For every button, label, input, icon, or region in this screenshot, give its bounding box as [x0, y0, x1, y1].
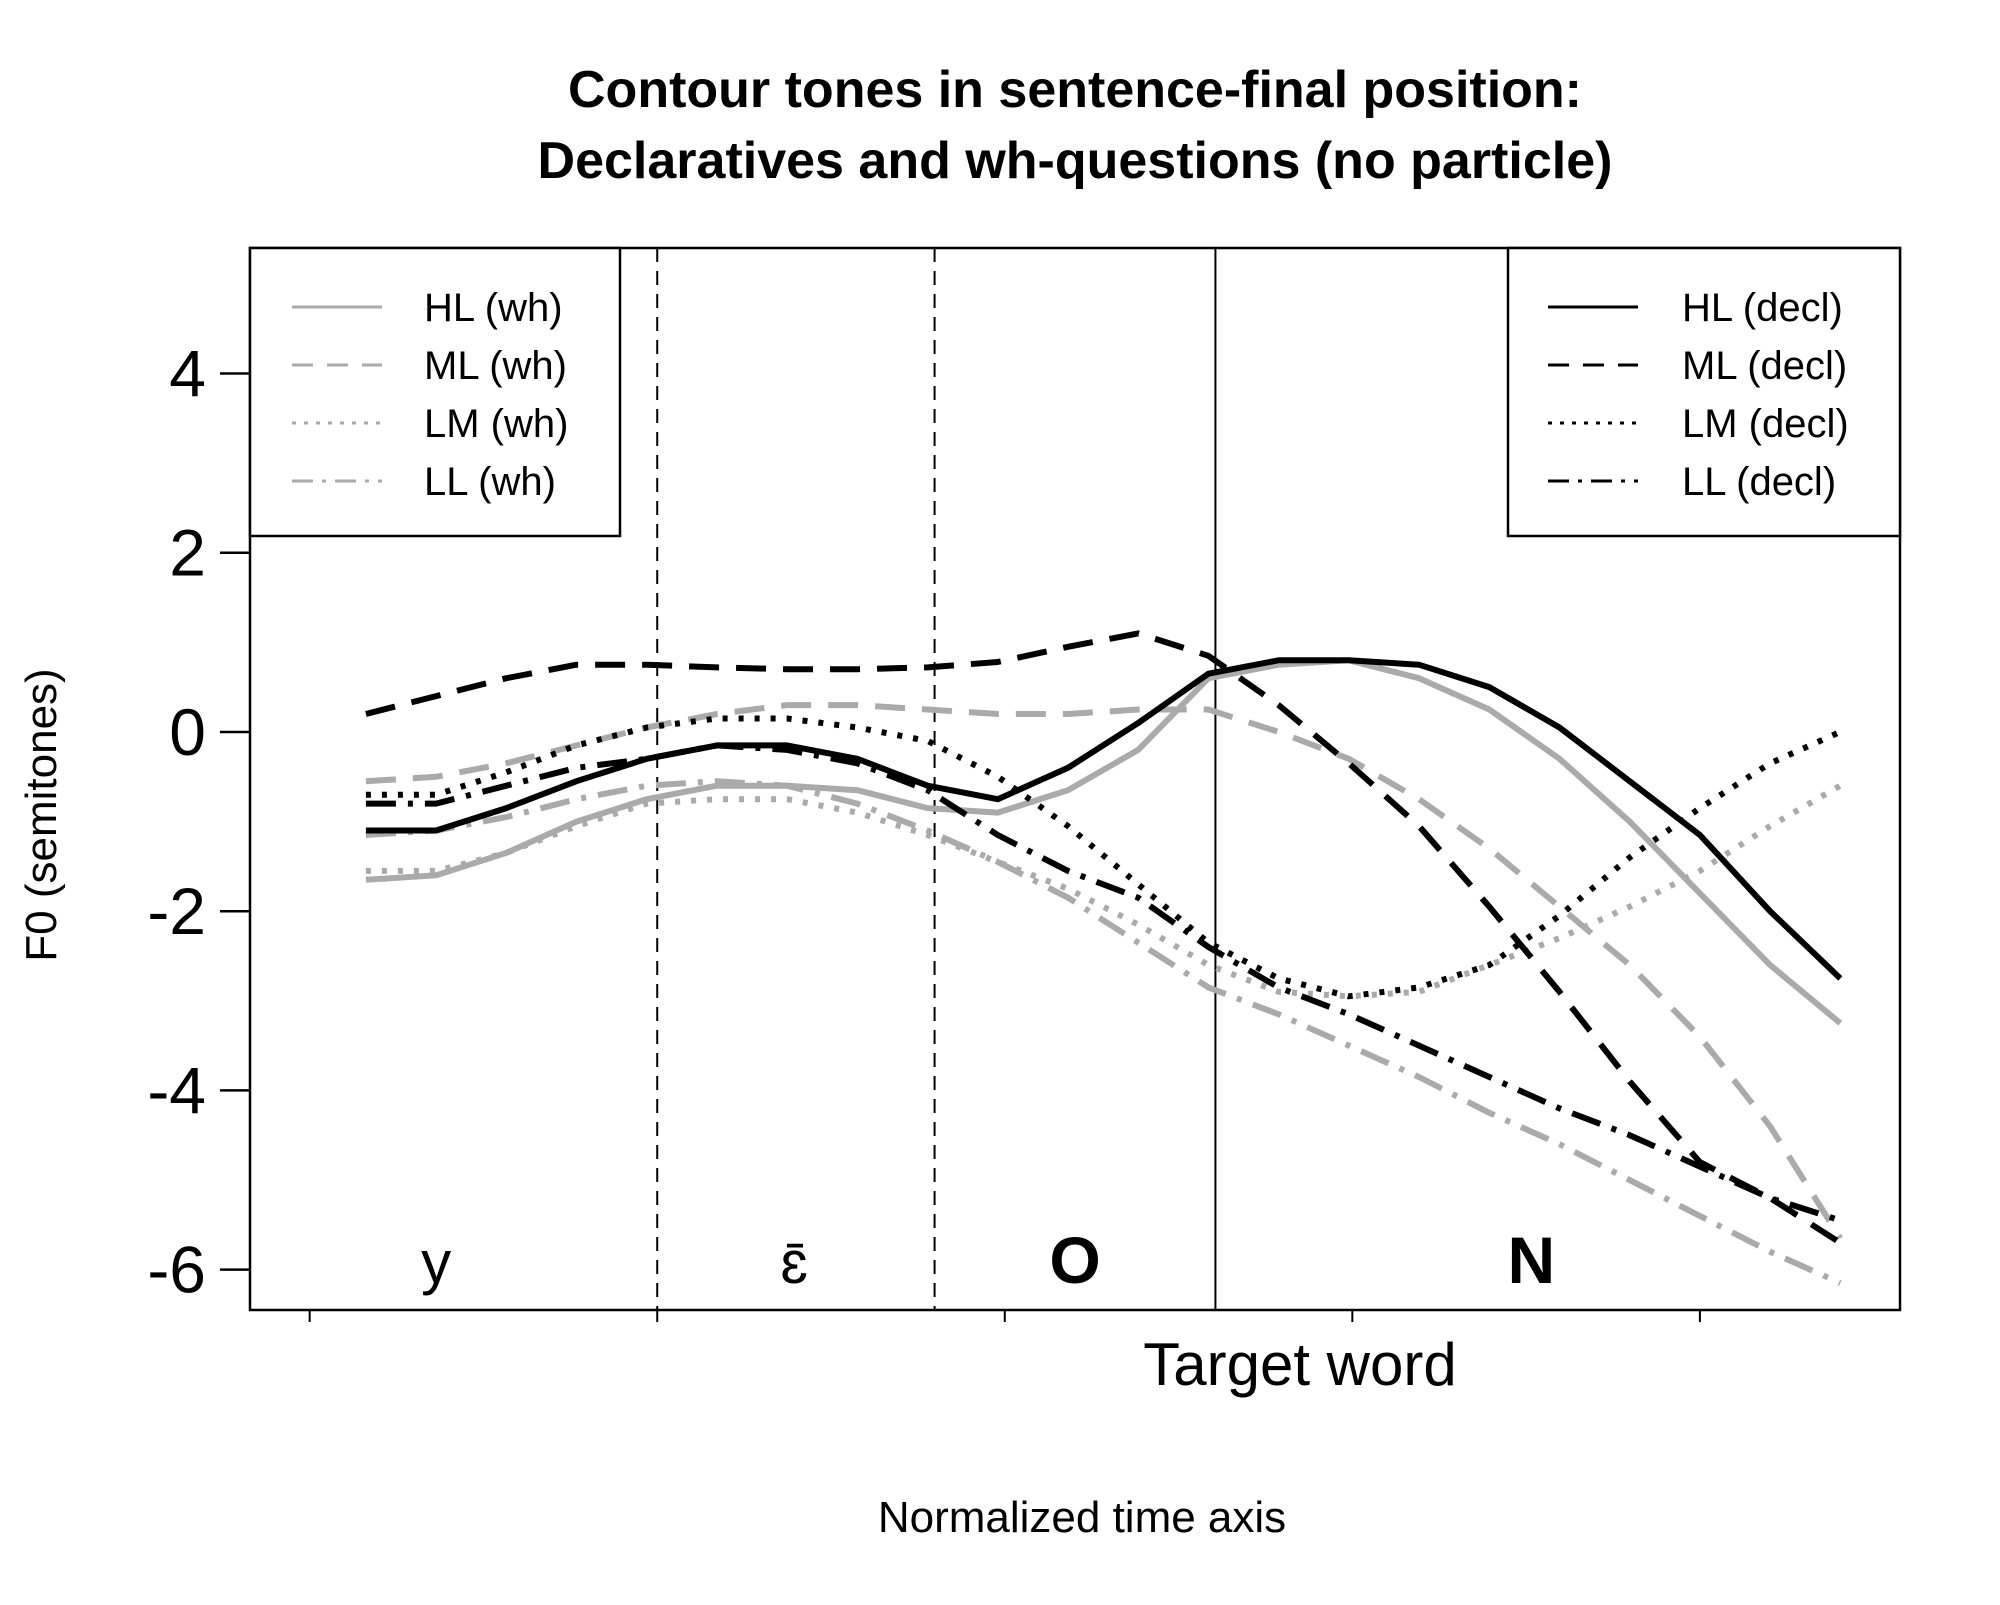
y-axis-label: F0 (semitones): [17, 668, 66, 961]
y-tick-label: -6: [147, 1233, 206, 1307]
segment-label: ɛ̄: [780, 1229, 808, 1296]
legend-label: HL (wh): [424, 286, 563, 330]
y-tick-label: 4: [169, 336, 206, 410]
legend-label: LM (decl): [1682, 402, 1849, 446]
segment-label: N: [1508, 1223, 1556, 1297]
series-line: [365, 657, 1843, 981]
series-line: [365, 702, 1843, 1240]
legend-label: LL (decl): [1682, 460, 1836, 504]
y-tick-label: -2: [147, 874, 206, 948]
target-word-label: Target word: [1143, 1331, 1456, 1398]
y-tick-label: -4: [147, 1053, 206, 1127]
plot-area: -6 -4 -2 0 2 4 y ɛ̄ O N HL (wh) ML (wh) LM (wh) LL (w…: [147, 246, 1902, 1322]
y-tick-label: 2: [169, 516, 206, 590]
series-line: [365, 715, 1842, 1000]
segment-label: O: [1049, 1223, 1100, 1297]
chart-subtitle: Declaratives and wh-questions (no partic…: [538, 132, 1613, 190]
chart-title: Contour tones in sentence-final position…: [568, 61, 1582, 119]
series-line: [365, 742, 1842, 1224]
legend-label: HL (decl): [1682, 286, 1843, 330]
legend-label: LL (wh): [424, 460, 556, 504]
chart-title-group: Contour tones in sentence-final position…: [538, 61, 1613, 190]
plot-frame: [248, 246, 1902, 1312]
legend-box: [1506, 246, 1902, 538]
legend-label: ML (decl): [1682, 344, 1847, 388]
segment-label: y: [421, 1229, 451, 1296]
y-tick-label: 0: [169, 695, 206, 769]
legend-label: LM (wh): [424, 402, 568, 446]
x-axis-label: Normalized time axis: [878, 1493, 1286, 1542]
legend-box: [248, 246, 622, 538]
legend-label: ML (wh): [424, 344, 567, 388]
series-line: [365, 630, 1842, 1246]
series-line: [365, 657, 1843, 1026]
series-line: [365, 778, 1842, 1286]
